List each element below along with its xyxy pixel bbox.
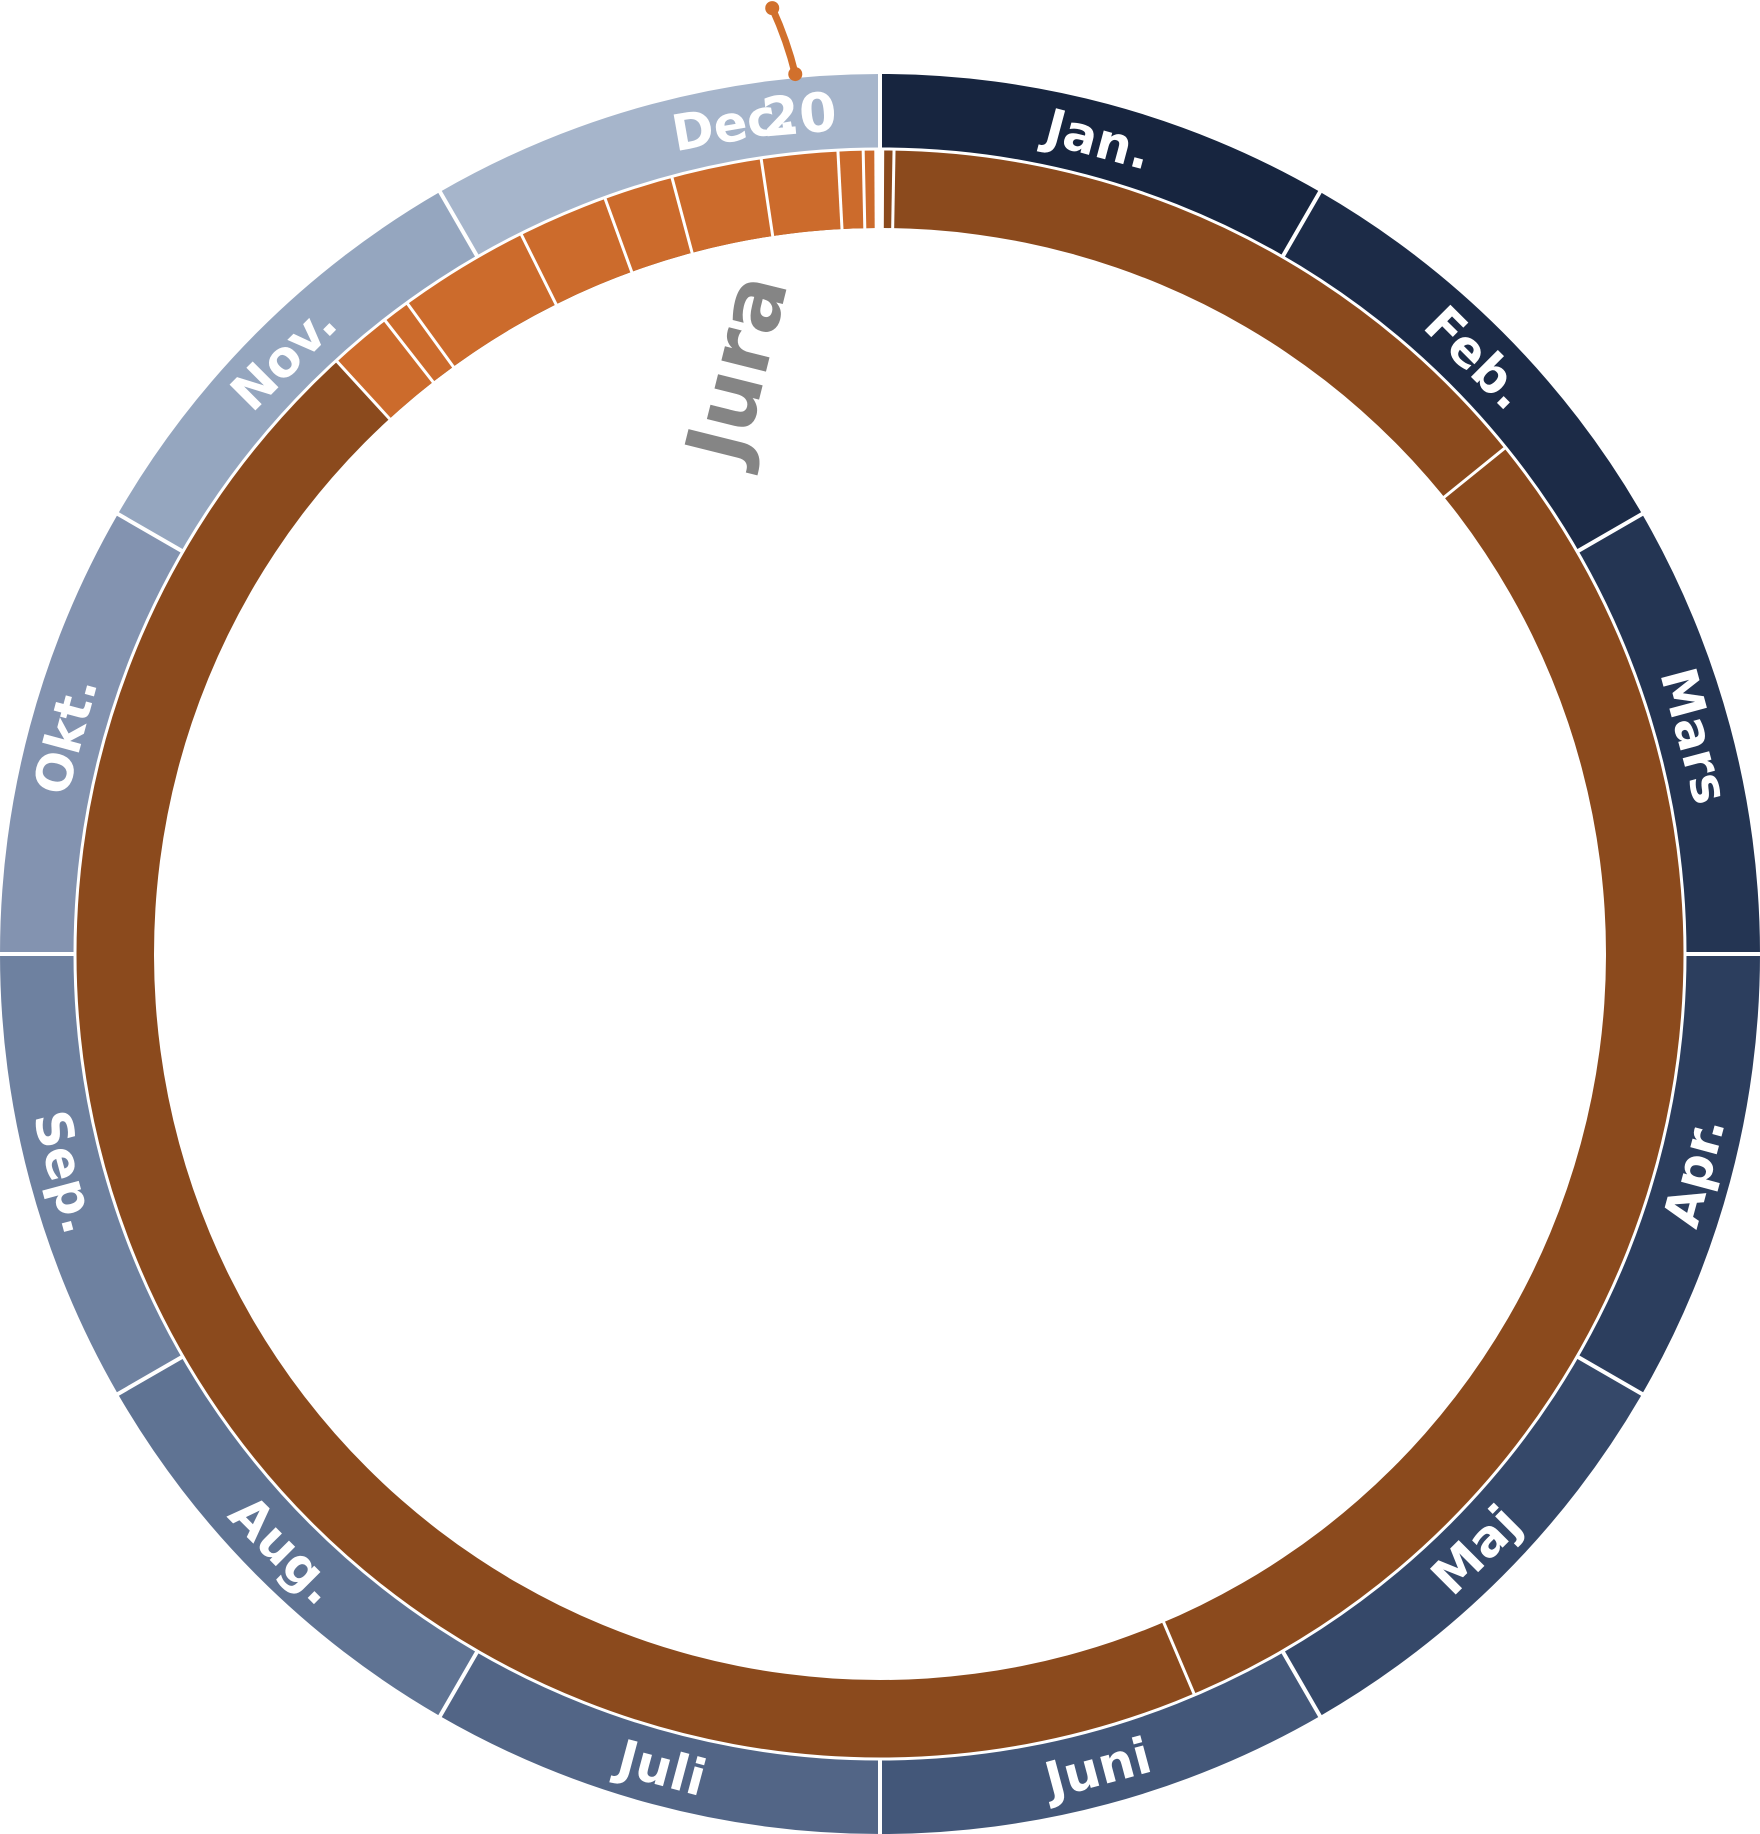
- recent-band-segment-7: [761, 151, 842, 236]
- band-tick-4: [335, 359, 392, 421]
- band-tick-5: [383, 318, 435, 384]
- band-tick-9: [670, 176, 694, 255]
- band-tick-11: [836, 150, 844, 231]
- month-labels: Jan.Feb.MarsApr.MajJuniJuliAug.Sep.Okt.N…: [22, 84, 1741, 1810]
- month-ring: [0, 74, 1760, 1834]
- month-segment-7: [440, 1652, 880, 1834]
- recent-band-segment-8: [837, 150, 865, 229]
- month-divider-11: [113, 510, 185, 554]
- month-segment-6: [880, 1652, 1320, 1834]
- month-divider-12: [436, 187, 480, 259]
- marker-group: 20: [759, 1, 839, 150]
- month-segment-1: [880, 74, 1320, 256]
- ring-separator: [73, 147, 1687, 1761]
- month-segment-4: [1578, 954, 1760, 1394]
- band-tick-1: [891, 149, 896, 230]
- month-dividers: [0, 70, 1760, 1834]
- month-segment-3: [1578, 514, 1760, 954]
- recent-band-segment-3: [407, 234, 557, 367]
- month-divider-3: [1575, 510, 1647, 554]
- month-divider-6: [1280, 1649, 1324, 1721]
- month-segment-10: [0, 514, 182, 954]
- era-label: Jura: [665, 264, 807, 476]
- marker-pin-head-bottom: [788, 67, 803, 82]
- band-tick-3: [1161, 1620, 1196, 1696]
- era-label-group: Jura: [665, 264, 807, 476]
- band-tick-2: [1442, 446, 1507, 499]
- band-tick-12: [861, 149, 867, 230]
- marker-label: 20: [759, 80, 839, 149]
- recent-band-segment-5: [605, 177, 693, 272]
- month-divider-2: [1280, 187, 1324, 259]
- month-segment-9: [0, 954, 182, 1394]
- geologic-band-ring: [73, 147, 1687, 1761]
- month-divider-9: [113, 1354, 185, 1398]
- month-divider-5: [1575, 1354, 1647, 1398]
- month-segment-2: [1283, 191, 1643, 551]
- recent-band-segment-6: [671, 158, 773, 253]
- month-segment-11: [117, 191, 478, 551]
- band-tick-7: [519, 232, 558, 306]
- month-segment-8: [117, 1357, 478, 1717]
- recent-band-segment-4: [521, 198, 632, 305]
- recent-band-segment-1: [336, 320, 434, 419]
- month-divider-8: [436, 1649, 480, 1721]
- month-segment-5: [1283, 1357, 1643, 1717]
- main-band-arc: [75, 150, 1684, 1758]
- marker-pin-head-top: [765, 1, 780, 16]
- band-tick-8: [603, 197, 634, 274]
- recent-band-segment-2: [385, 303, 454, 382]
- marker-pin-line: [768, 4, 799, 78]
- band-tick-10: [759, 157, 775, 238]
- band-tick-6: [405, 301, 456, 369]
- month-segment-12: [440, 74, 880, 256]
- recent-band-segment-9: [863, 150, 877, 229]
